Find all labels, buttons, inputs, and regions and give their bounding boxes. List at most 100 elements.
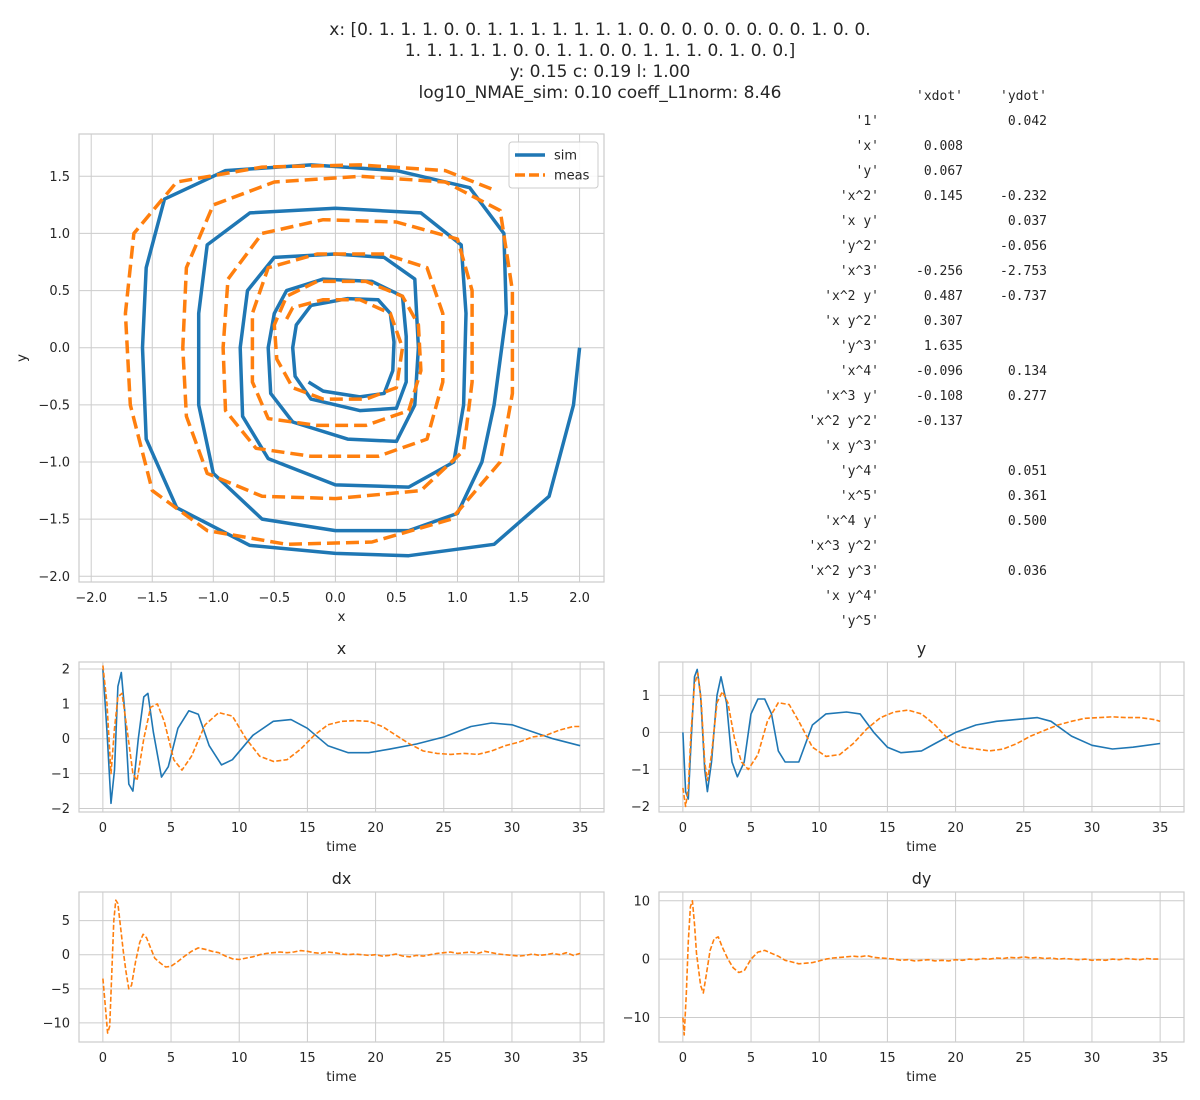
legend-label-meas: meas (554, 169, 590, 184)
xdot-coefficient: 0.487 (924, 289, 963, 304)
y-tick-label: −1.5 (38, 513, 70, 528)
x-tick-label: 0 (99, 1051, 107, 1066)
y-tick-label: −10 (623, 1011, 650, 1026)
xdot-coefficient: 0.145 (924, 189, 963, 204)
x-tick-label: 25 (1015, 821, 1032, 836)
figure-title-line-4: log10_NMAE_sim: 0.10 coeff_L1norm: 8.46 (418, 83, 782, 103)
x-tick-label: 30 (504, 821, 521, 836)
x-tick-label: 35 (1152, 1051, 1169, 1066)
term-label: 'y^3' (840, 339, 879, 354)
y-tick-label: 2 (62, 662, 70, 677)
axes-frame (658, 661, 1185, 813)
y-tick-label: 1.5 (49, 170, 70, 185)
term-label: 'x^2 y^3' (809, 564, 879, 579)
table-row: 'y^4' 0.051 (840, 464, 1047, 479)
y-time-plot: 0 5 10 15 20 25 30 35 −2 −1 0 1 time y (631, 639, 1185, 855)
y-tick-label: −1 (631, 763, 650, 778)
y-tick-label: −0.5 (38, 398, 70, 413)
y-axis-label: y (14, 354, 30, 362)
table-row: 'x^2 y^2' -0.137 (809, 414, 963, 429)
term-label: 'y^5' (840, 614, 879, 629)
x-tick-label: −2.0 (75, 591, 107, 606)
plot-title: dx (332, 869, 352, 888)
axes-frame (78, 133, 605, 583)
x-tick-label: 15 (299, 1051, 316, 1066)
table-row: 'x^3 y' -0.108 0.277 (824, 389, 1047, 404)
table-row: 'y^5' (840, 614, 879, 629)
y-tick-label: −5 (51, 982, 70, 997)
xdot-coefficient: -0.096 (916, 364, 963, 379)
y-tick-label: 1.0 (49, 227, 70, 242)
x-tick-label: 0.5 (386, 591, 407, 606)
term-label: 'x y' (840, 214, 879, 229)
table-header-ydot: 'ydot' (1000, 89, 1047, 104)
x-tick-label: 5 (167, 1051, 175, 1066)
term-label: 'x^2' (840, 189, 879, 204)
term-label: 'x^5' (840, 489, 879, 504)
ydot-coefficient: 0.277 (1008, 389, 1047, 404)
xdot-coefficient: -0.137 (916, 414, 963, 429)
series-line-meas (102, 899, 581, 1034)
series-line-sim (140, 163, 582, 558)
x-axis-label: time (906, 1069, 937, 1085)
x-tick-label: 5 (167, 821, 175, 836)
table-header-xdot: 'xdot' (916, 89, 963, 104)
x-tick-label: 20 (367, 1051, 384, 1066)
x-tick-label: 1.5 (508, 591, 529, 606)
axes-frame (78, 891, 605, 1043)
y-tick-label: 0.0 (49, 341, 70, 356)
y-tick-label: 0.5 (49, 284, 70, 299)
series-line-meas (682, 672, 1161, 808)
term-label: 'y^4' (840, 464, 879, 479)
x-tick-label: 30 (504, 1051, 521, 1066)
xdot-coefficient: 1.635 (924, 339, 963, 354)
ydot-coefficient: 0.500 (1008, 514, 1047, 529)
x-tick-label: −1.5 (136, 591, 168, 606)
y-tick-label: −1.0 (38, 456, 70, 471)
x-axis-label: time (326, 1069, 357, 1085)
y-tick-label: 0 (62, 732, 70, 747)
x-tick-label: 10 (811, 821, 828, 836)
x-tick-label: −0.5 (259, 591, 291, 606)
x-tick-label: 25 (435, 821, 452, 836)
term-label: 'x y^4' (824, 589, 879, 604)
table-row: 'x^2' 0.145 -0.232 (840, 189, 1047, 204)
y-tick-label: 5 (62, 914, 70, 929)
table-row: 'x^3 y^2' (809, 539, 879, 554)
x-tick-label: 10 (811, 1051, 828, 1066)
table-row: 'y^3' 1.635 (840, 339, 963, 354)
x-tick-label: 1.0 (447, 591, 468, 606)
term-label: 'x^3 y^2' (809, 539, 879, 554)
x-tick-label: 10 (231, 1051, 248, 1066)
y-tick-label: −1 (51, 767, 70, 782)
dy-time-plot: 0 5 10 15 20 25 30 35 −10 0 10 time dy (623, 869, 1185, 1085)
term-label: 'x^3' (840, 264, 879, 279)
x-tick-label: 20 (367, 821, 384, 836)
x-axis-label: x (338, 609, 346, 625)
xdot-coefficient: 0.307 (924, 314, 963, 329)
table-row: 'x' 0.008 (856, 139, 963, 154)
y-tick-label: 0 (642, 953, 650, 968)
table-row: 'x^4 y' 0.500 (824, 514, 1047, 529)
x-tick-label: 0 (679, 1051, 687, 1066)
y-tick-label: −2.0 (38, 570, 70, 585)
x-tick-label: 15 (879, 821, 896, 836)
x-tick-label: 0 (99, 821, 107, 836)
table-row: 'x y^2' 0.307 (824, 314, 963, 329)
x-tick-label: 15 (879, 1051, 896, 1066)
table-row: 'x y^4' (824, 589, 879, 604)
ydot-coefficient: 0.051 (1008, 464, 1047, 479)
axes-frame (78, 661, 605, 813)
x-tick-label: 35 (572, 1051, 589, 1066)
x-tick-label: −1.0 (198, 591, 230, 606)
term-label: 'x' (856, 139, 879, 154)
y-tick-label: −2 (51, 802, 70, 817)
term-label: '1' (856, 114, 879, 129)
x-tick-label: 5 (747, 1051, 755, 1066)
table-row: 'x^2 y^3' 0.036 (809, 564, 1047, 579)
dx-time-plot: 0 5 10 15 20 25 30 35 −10 −5 0 5 time dx (43, 869, 605, 1085)
ydot-coefficient: -0.737 (1000, 289, 1047, 304)
term-label: 'x^2 y^2' (809, 414, 879, 429)
axes-frame (658, 891, 1185, 1043)
